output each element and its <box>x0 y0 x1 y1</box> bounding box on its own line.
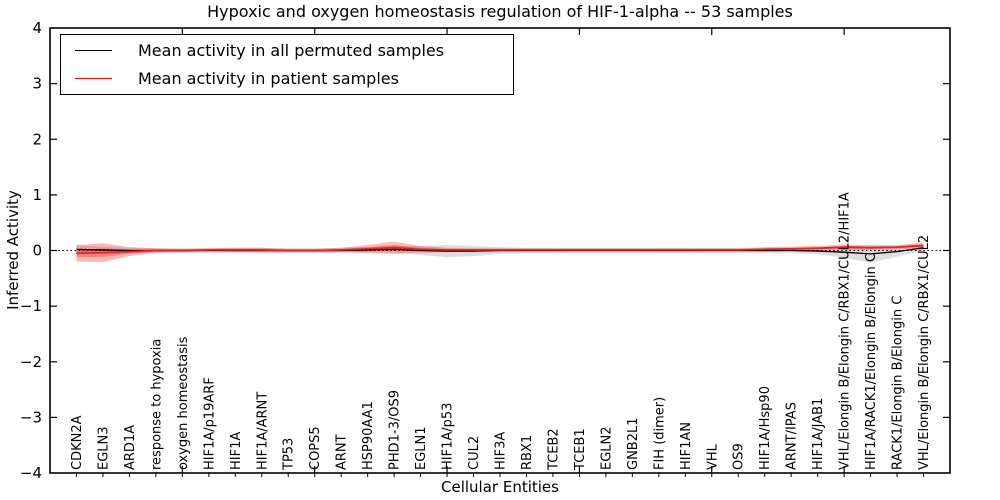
category-label: HSP90AA1 <box>361 401 376 470</box>
legend-label-permuted: Mean activity in all permuted samples <box>138 40 445 60</box>
category-label: GNB2L1 <box>626 417 641 470</box>
legend-line-sample-permuted <box>75 49 112 51</box>
category-label: FIH (dimer) <box>652 397 667 470</box>
y-tick-label: 4 <box>32 19 42 37</box>
category-label: VHL/Elongin B/Elongin C/RBX1/CUL2/HIF1A <box>838 192 853 470</box>
y-tick-label: 2 <box>32 130 42 148</box>
legend-label-patient: Mean activity in patient samples <box>138 69 399 89</box>
category-label: RACK1/Elongin B/Elongin C <box>891 296 906 470</box>
category-label: TCEB1 <box>573 428 588 471</box>
category-label: HIF1AN <box>679 422 694 470</box>
x-axis-label: Cellular Entities <box>441 478 559 496</box>
y-tick-label: −2 <box>20 353 42 371</box>
category-label: EGLN2 <box>599 426 614 470</box>
category-label: ARNT/IPAS <box>785 402 800 470</box>
category-label: CUL2 <box>467 436 482 470</box>
chart-title: Hypoxic and oxygen homeostasis regulatio… <box>207 2 793 21</box>
y-tick-label: 0 <box>32 242 42 260</box>
category-label: CDKN2A <box>70 415 85 470</box>
y-tick-label: −3 <box>20 408 42 426</box>
category-label: HIF1A/p53 <box>441 403 456 470</box>
category-label: HIF1A/ARNT <box>255 392 270 470</box>
category-label: HIF1A/Hsp90 <box>758 386 773 470</box>
category-label: EGLN3 <box>96 426 111 470</box>
category-label: TCEB2 <box>546 428 561 471</box>
category-label: HIF1A <box>229 432 244 470</box>
legend: Mean activity in all permuted samples Me… <box>60 34 514 95</box>
legend-item-patient: Mean activity in patient samples <box>61 65 513 92</box>
category-label: EGLN1 <box>414 426 429 470</box>
category-label: response to hypoxia <box>149 339 164 470</box>
y-tick-label: 1 <box>32 186 42 204</box>
category-label: ARNT <box>335 434 350 470</box>
category-label: COPS5 <box>308 426 323 470</box>
y-tick-label: −4 <box>20 464 42 482</box>
legend-item-permuted: Mean activity in all permuted samples <box>61 37 513 64</box>
category-label: HIF3A <box>494 432 509 470</box>
patient-band-outer <box>76 241 924 263</box>
category-label: oxygen homeostasis <box>176 336 191 470</box>
category-label: VHL/Elongin B/Elongin C/RBX1/CUL2 <box>917 235 932 470</box>
category-label: PHD1-3/OS9 <box>388 390 403 470</box>
category-label: HIF1A/p19ARF <box>202 377 217 470</box>
y-tick-label: −1 <box>20 297 42 315</box>
y-tick-label: 3 <box>32 75 42 93</box>
category-label: ARD1A <box>123 425 138 470</box>
patient-mean-line <box>76 244 924 255</box>
category-label: OS9 <box>732 443 747 470</box>
category-label: VHL <box>705 443 720 470</box>
category-label: HIF1A/JAB1 <box>811 398 826 470</box>
category-label: RBX1 <box>520 435 535 470</box>
category-label: HIF1A/RACK1/Elongin B/Elongin C <box>864 253 879 470</box>
legend-line-sample-patient <box>75 78 112 80</box>
category-label: TP53 <box>282 438 297 471</box>
